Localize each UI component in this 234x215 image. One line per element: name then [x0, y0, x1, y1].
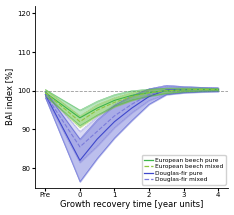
X-axis label: Growth recovery time [year units]: Growth recovery time [year units] [60, 200, 203, 209]
Y-axis label: BAI index [%]: BAI index [%] [6, 68, 15, 125]
Legend: European beech pure, European beech mixed, Douglas-fir pure, Douglas-fir mixed: European beech pure, European beech mixe… [142, 155, 226, 185]
